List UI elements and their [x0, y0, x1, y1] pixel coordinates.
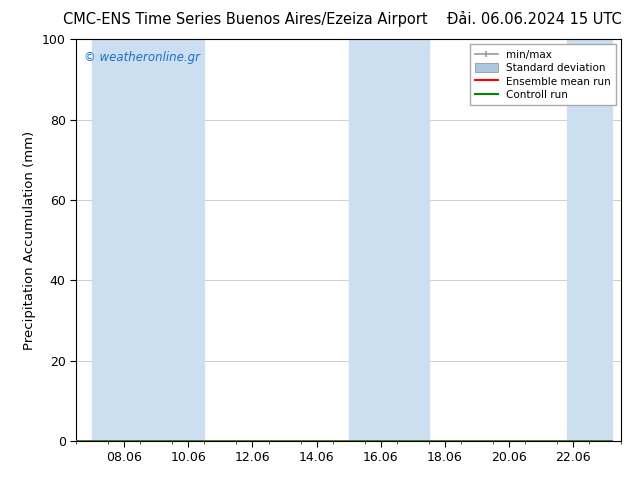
- Bar: [567, 39, 612, 441]
- Text: Đải. 06.06.2024 15 UTC: Đải. 06.06.2024 15 UTC: [446, 12, 621, 27]
- Legend: min/max, Standard deviation, Ensemble mean run, Controll run: min/max, Standard deviation, Ensemble me…: [470, 45, 616, 105]
- Text: © weatheronline.gr: © weatheronline.gr: [84, 51, 200, 64]
- Y-axis label: Precipitation Accumulation (mm): Precipitation Accumulation (mm): [23, 130, 36, 350]
- Bar: [92, 39, 204, 441]
- Bar: [349, 39, 429, 441]
- Text: CMC-ENS Time Series Buenos Aires/Ezeiza Airport: CMC-ENS Time Series Buenos Aires/Ezeiza …: [63, 12, 428, 27]
